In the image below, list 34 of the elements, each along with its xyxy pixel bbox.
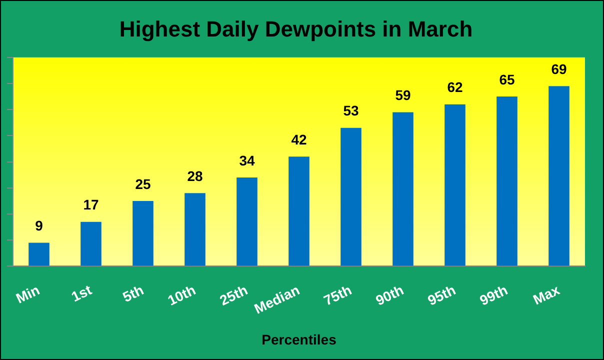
x-tick-label: Max — [530, 281, 562, 308]
bar — [80, 222, 102, 266]
data-label: 9 — [35, 218, 44, 234]
x-tick-label: 99th — [477, 282, 510, 308]
bar — [548, 86, 570, 266]
x-tick-label: 10th — [165, 282, 198, 308]
bar — [28, 242, 50, 266]
bar — [288, 156, 310, 266]
x-tick-label: 5th — [120, 282, 146, 306]
x-axis-title: Percentiles — [262, 331, 337, 348]
x-tick-label: 25th — [217, 282, 250, 308]
data-label: 65 — [499, 71, 515, 88]
chart-title: Highest Daily Dewpoints in March — [119, 16, 473, 42]
bar — [392, 112, 414, 266]
bar — [340, 128, 362, 266]
data-label: 53 — [343, 102, 359, 119]
bar — [496, 96, 518, 266]
x-tick-label: 95th — [425, 282, 458, 308]
bar — [132, 200, 154, 266]
bar — [444, 104, 466, 266]
data-label: 25 — [135, 176, 151, 192]
bar — [236, 177, 258, 266]
data-label: 17 — [83, 196, 99, 213]
data-label: 62 — [447, 79, 463, 96]
x-tick-label: 1st — [68, 281, 94, 305]
x-tick-label: Min — [13, 282, 42, 306]
data-label: 42 — [291, 131, 307, 148]
data-label: 69 — [551, 60, 567, 77]
x-tick-label: 90th — [373, 282, 406, 308]
bar — [184, 193, 206, 266]
data-label: 28 — [187, 168, 203, 184]
x-tick-label: 75th — [321, 282, 354, 308]
data-label: 59 — [395, 87, 411, 104]
data-label: 34 — [239, 152, 255, 168]
